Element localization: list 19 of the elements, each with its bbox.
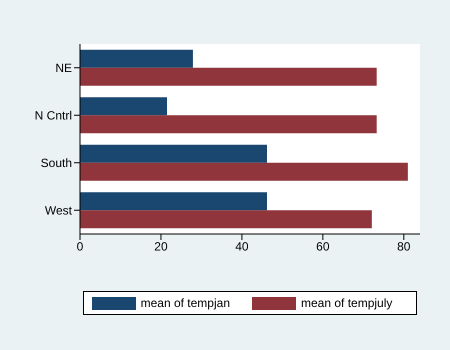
x-tick-label: 20 <box>154 240 168 254</box>
bar <box>80 192 267 210</box>
legend-label: mean of tempjan <box>140 296 230 310</box>
x-tick-label: 0 <box>76 240 84 254</box>
y-tick-label: NE <box>55 61 72 76</box>
bar <box>80 210 372 228</box>
x-tick-label: 60 <box>316 240 330 254</box>
bar <box>80 144 267 163</box>
y-tick-label: South <box>40 156 72 170</box>
x-tick-label: 80 <box>397 240 411 254</box>
y-tick-label: West <box>44 204 73 218</box>
x-tick-label: 40 <box>235 240 249 254</box>
bar <box>80 97 168 116</box>
bar <box>80 68 377 86</box>
bar <box>80 162 408 181</box>
bar <box>80 115 377 134</box>
y-tick-label: N Cntrl <box>34 108 72 123</box>
bar <box>80 50 193 68</box>
legend-label: mean of tempjuly <box>301 296 392 310</box>
